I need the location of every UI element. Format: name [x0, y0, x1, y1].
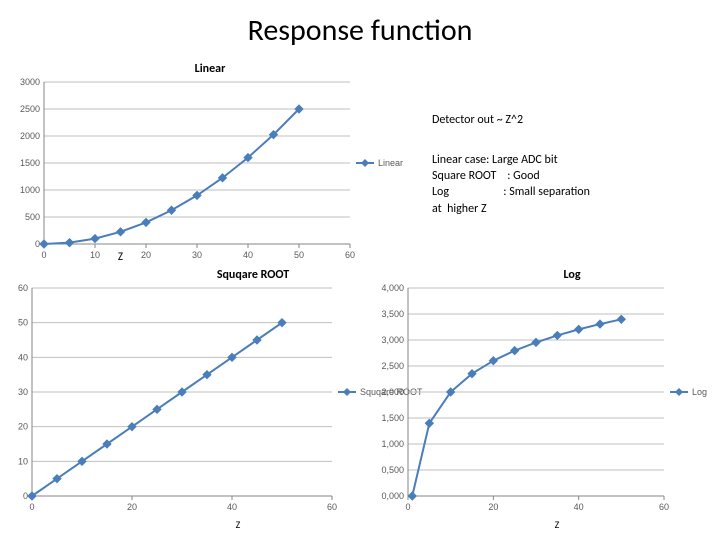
- annotation-equation: Detector out ~ Z^2: [432, 112, 523, 128]
- log-chart: Log 0,000 0,500 1,000 1,500 2,000 2,500 3,000 3…: [372, 268, 712, 531]
- sqrt-chart-title: Squqare ROOT: [8, 268, 428, 282]
- svg-text:40: 40: [18, 352, 28, 362]
- svg-text:2500: 2500: [20, 104, 40, 114]
- svg-text:Linear: Linear: [378, 158, 403, 168]
- svg-text:3,000: 3,000: [381, 335, 404, 345]
- svg-text:1500: 1500: [20, 158, 40, 168]
- svg-text:40: 40: [574, 502, 584, 512]
- svg-text:30: 30: [192, 250, 202, 260]
- svg-text:2,000: 2,000: [381, 387, 404, 397]
- svg-text:50: 50: [18, 318, 28, 328]
- svg-text:2,500: 2,500: [381, 361, 404, 371]
- svg-text:0: 0: [405, 502, 410, 512]
- log-chart-title: Log: [372, 268, 712, 282]
- svg-text:60: 60: [345, 250, 355, 260]
- sqrt-chart: Squqare ROOT 01020304050600204060Squqare…: [8, 268, 428, 531]
- log-chart-svg: 0,000 0,500 1,000 1,500 2,000 2,500 3,000 3,500…: [372, 282, 712, 516]
- svg-text:2000: 2000: [20, 131, 40, 141]
- linear-chart-svg: 0 500 1000 1500 2000 2500 3000 0 10 20 30 40 50 60 Lin…: [10, 76, 410, 264]
- svg-text:500: 500: [25, 212, 40, 222]
- svg-text:20: 20: [488, 502, 498, 512]
- svg-text:0: 0: [29, 502, 34, 512]
- svg-text:3,500: 3,500: [381, 309, 404, 319]
- svg-text:10: 10: [90, 250, 100, 260]
- svg-text:0,000: 0,000: [381, 491, 404, 501]
- svg-text:3000: 3000: [20, 77, 40, 87]
- svg-text:60: 60: [327, 502, 337, 512]
- svg-text:0: 0: [23, 491, 28, 501]
- svg-text:1,500: 1,500: [381, 413, 404, 423]
- svg-text:30: 30: [18, 387, 28, 397]
- svg-text:60: 60: [659, 502, 669, 512]
- page-title: Response function: [0, 0, 720, 57]
- annotation-body: Linear case: Large ADC bit Square ROOT :…: [432, 152, 590, 217]
- linear-chart: Linear 0 500 1000 1500 2000 2500 3000 0 10 20 30 40…: [10, 62, 410, 264]
- log-x-axis-label: Z: [372, 518, 712, 531]
- sqrt-x-axis-label: Z: [8, 518, 428, 531]
- sqrt-chart-svg: 01020304050600204060Squqare ROOT: [8, 282, 428, 516]
- svg-text:0: 0: [35, 239, 40, 249]
- svg-text:40: 40: [227, 502, 237, 512]
- svg-text:0: 0: [41, 250, 46, 260]
- svg-text:1,000: 1,000: [381, 439, 404, 449]
- svg-text:Log: Log: [692, 387, 707, 397]
- svg-text:40: 40: [243, 250, 253, 260]
- svg-text:0,500: 0,500: [381, 465, 404, 475]
- svg-text:20: 20: [141, 250, 151, 260]
- svg-text:1000: 1000: [20, 185, 40, 195]
- linear-chart-title: Linear: [10, 62, 410, 76]
- svg-text:60: 60: [18, 283, 28, 293]
- svg-text:50: 50: [294, 250, 304, 260]
- svg-text:20: 20: [127, 502, 137, 512]
- svg-text:Z: Z: [118, 250, 123, 263]
- svg-text:10: 10: [18, 456, 28, 466]
- svg-text:20: 20: [18, 422, 28, 432]
- svg-text:4,000: 4,000: [381, 283, 404, 293]
